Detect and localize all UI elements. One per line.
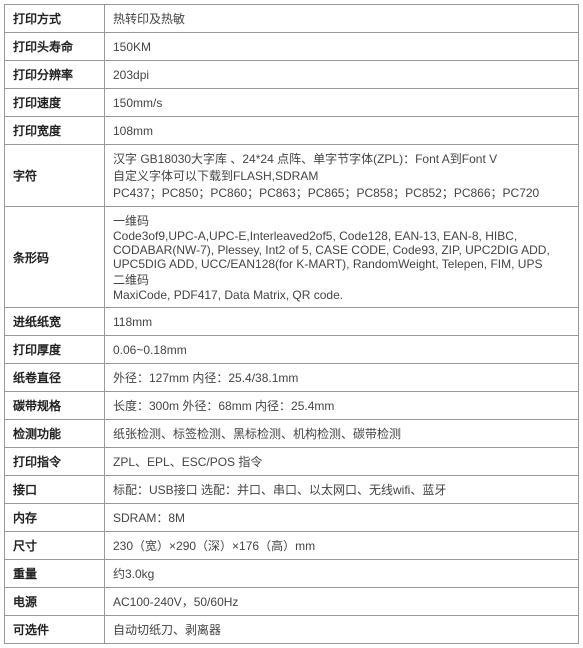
spec-value: SDRAM：8M <box>105 504 579 532</box>
spec-value: 长度：300m 外径：68mm 内径：25.4mm <box>105 392 579 420</box>
spec-label: 进纸纸宽 <box>5 308 105 336</box>
spec-label: 检测功能 <box>5 420 105 448</box>
spec-value: 118mm <box>105 308 579 336</box>
spec-table-body: 打印方式热转印及热敏打印头寿命150KM打印分辨率203dpi打印速度150mm… <box>5 5 579 644</box>
spec-value: 约3.0kg <box>105 560 579 588</box>
spec-label: 尺寸 <box>5 532 105 560</box>
spec-label: 打印速度 <box>5 89 105 117</box>
table-row: 可选件自动切纸刀、剥离器 <box>5 616 579 644</box>
spec-value: 外径：127mm 内径：25.4/38.1mm <box>105 364 579 392</box>
spec-value: 0.06~0.18mm <box>105 336 579 364</box>
spec-label: 电源 <box>5 588 105 616</box>
table-row: 字符汉字 GB18030大字库 、24*24 点阵、单字节字体(ZPL)：Fon… <box>5 145 579 207</box>
table-row: 尺寸230（宽）×290（深）×176（高）mm <box>5 532 579 560</box>
spec-value: 纸张检测、标签检测、黑标检测、机构检测、碳带检测 <box>105 420 579 448</box>
spec-label: 重量 <box>5 560 105 588</box>
table-row: 接口标配：USB接口 选配：并口、串口、以太网口、无线wifi、蓝牙 <box>5 476 579 504</box>
spec-label: 内存 <box>5 504 105 532</box>
table-row: 打印头寿命150KM <box>5 33 579 61</box>
spec-value: 热转印及热敏 <box>105 5 579 33</box>
table-row: 进纸纸宽118mm <box>5 308 579 336</box>
spec-label: 打印指令 <box>5 448 105 476</box>
spec-label: 打印分辨率 <box>5 61 105 89</box>
table-row: 打印速度150mm/s <box>5 89 579 117</box>
table-row: 条形码一维码Code3of9,UPC-A,UPC-E,Interleaved2o… <box>5 207 579 308</box>
spec-value: 150KM <box>105 33 579 61</box>
table-row: 纸卷直径外径：127mm 内径：25.4/38.1mm <box>5 364 579 392</box>
spec-table: 打印方式热转印及热敏打印头寿命150KM打印分辨率203dpi打印速度150mm… <box>4 4 579 644</box>
table-row: 打印指令ZPL、EPL、ESC/POS 指令 <box>5 448 579 476</box>
spec-value: AC100-240V，50/60Hz <box>105 588 579 616</box>
spec-value: 203dpi <box>105 61 579 89</box>
spec-label: 打印头寿命 <box>5 33 105 61</box>
spec-value: 230（宽）×290（深）×176（高）mm <box>105 532 579 560</box>
table-row: 重量约3.0kg <box>5 560 579 588</box>
spec-label: 碳带规格 <box>5 392 105 420</box>
spec-label: 打印厚度 <box>5 336 105 364</box>
spec-label: 可选件 <box>5 616 105 644</box>
table-row: 电源AC100-240V，50/60Hz <box>5 588 579 616</box>
spec-label: 接口 <box>5 476 105 504</box>
spec-label: 打印宽度 <box>5 117 105 145</box>
table-row: 检测功能纸张检测、标签检测、黑标检测、机构检测、碳带检测 <box>5 420 579 448</box>
spec-value: 自动切纸刀、剥离器 <box>105 616 579 644</box>
spec-value: 标配：USB接口 选配：并口、串口、以太网口、无线wifi、蓝牙 <box>105 476 579 504</box>
spec-value: 108mm <box>105 117 579 145</box>
spec-label: 打印方式 <box>5 5 105 33</box>
spec-label: 字符 <box>5 145 105 207</box>
spec-label: 纸卷直径 <box>5 364 105 392</box>
spec-label: 条形码 <box>5 207 105 308</box>
table-row: 打印厚度0.06~0.18mm <box>5 336 579 364</box>
spec-value: 一维码Code3of9,UPC-A,UPC-E,Interleaved2of5,… <box>105 207 579 308</box>
table-row: 打印分辨率203dpi <box>5 61 579 89</box>
table-row: 内存SDRAM：8M <box>5 504 579 532</box>
spec-value: 150mm/s <box>105 89 579 117</box>
table-row: 碳带规格长度：300m 外径：68mm 内径：25.4mm <box>5 392 579 420</box>
table-row: 打印方式热转印及热敏 <box>5 5 579 33</box>
table-row: 打印宽度108mm <box>5 117 579 145</box>
spec-value: ZPL、EPL、ESC/POS 指令 <box>105 448 579 476</box>
spec-value: 汉字 GB18030大字库 、24*24 点阵、单字节字体(ZPL)：Font … <box>105 145 579 207</box>
